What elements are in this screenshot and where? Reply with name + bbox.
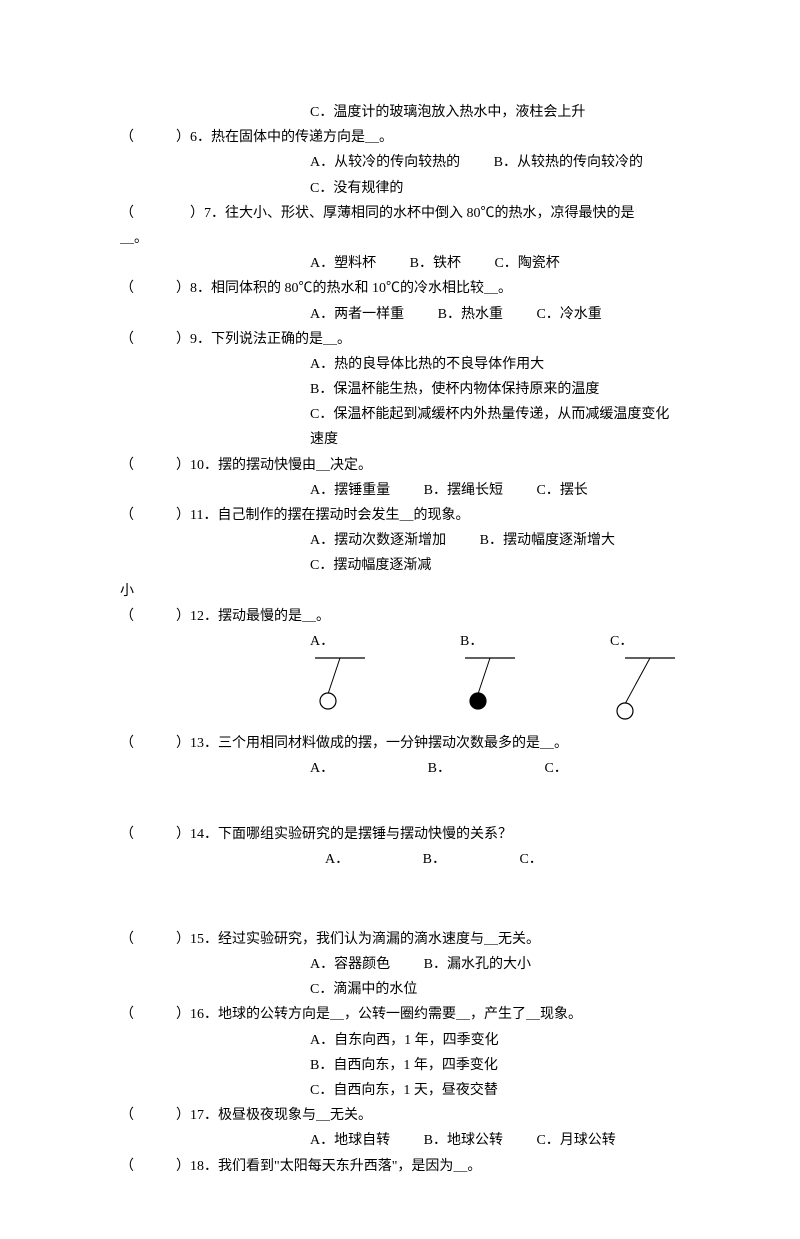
option-c[interactable]: C．摆长: [536, 478, 587, 503]
q9-option-c[interactable]: C．保温杯能起到减缓杯内外热量传递，从而减缓温度变化速度: [120, 402, 680, 452]
option-a[interactable]: A．摆锤重量: [310, 478, 390, 503]
option-a[interactable]: A．塑料杯: [310, 251, 376, 276]
answer-blank[interactable]: （ ）14．: [120, 822, 218, 847]
option-a[interactable]: A．自东向西，1 年，四季变化: [310, 1028, 499, 1053]
option-a[interactable]: A．两者一样重: [310, 302, 404, 327]
option-a[interactable]: A．地球自转: [310, 1128, 390, 1153]
spacer: [120, 782, 680, 822]
stem-text: 自己制作的摆在摆动时会发生＿的现象。: [217, 508, 469, 523]
pendulum-icon: [460, 656, 520, 711]
option-c[interactable]: C．滴漏中的水位: [310, 977, 417, 1002]
q12-options: A． B． C．: [120, 629, 680, 721]
answer-blank[interactable]: （ ）7．: [120, 201, 225, 226]
option-a[interactable]: A．: [310, 756, 334, 781]
option-b[interactable]: B．从较热的传向较冷的: [494, 150, 643, 175]
q9-option-b[interactable]: B．保温杯能生热，使杯内物体保持原来的温度: [120, 377, 680, 402]
option-text: 温度计的玻璃泡放入热水中，液柱会上升: [333, 105, 585, 120]
q10-options: A．摆锤重量 B．摆绳长短 C．摆长: [120, 478, 680, 503]
q13-options: A． B． C．: [120, 756, 680, 781]
answer-blank[interactable]: （ ）11．: [120, 503, 217, 528]
option-a[interactable]: A．摆动次数逐渐增加: [310, 528, 446, 553]
q15-options: A．容器颜色 B．漏水孔的大小 C．滴漏中的水位: [120, 952, 680, 1002]
answer-blank[interactable]: （ ）6．: [120, 125, 211, 150]
stem-text: 地球的公转方向是＿，公转一圈约需要＿，产生了＿现象。: [218, 1007, 582, 1022]
question-7: （ ）7．往大小、形状、厚薄相同的水杯中倒入 80℃的热水，凉得最快的是: [120, 201, 680, 226]
answer-blank[interactable]: （ ）18．: [120, 1154, 218, 1179]
question-14: （ ）14．下面哪组实验研究的是摆锤与摆动快慢的关系？: [120, 822, 680, 847]
answer-blank[interactable]: （ ）13．: [120, 731, 218, 756]
stem-text: 摆动最慢的是＿。: [218, 609, 330, 624]
question-8: （ ）8．相同体积的 80℃的热水和 10℃的冷水相比较＿。: [120, 276, 680, 301]
stem-text: 往大小、形状、厚薄相同的水杯中倒入 80℃的热水，凉得最快的是: [225, 206, 635, 221]
answer-blank[interactable]: （ ）16．: [120, 1002, 218, 1027]
stem-text: 相同体积的 80℃的热水和 10℃的冷水相比较＿。: [211, 281, 512, 296]
option-b[interactable]: B．摆动幅度逐渐增大: [480, 528, 615, 553]
answer-blank[interactable]: （ ）12．: [120, 604, 218, 629]
stem-text: 经过实验研究，我们认为滴漏的滴水速度与＿无关。: [218, 932, 540, 947]
q-prev-option-c: C．温度计的玻璃泡放入热水中，液柱会上升: [120, 100, 680, 125]
q9-option-a[interactable]: A．热的良导体比热的不良导体作用大: [120, 352, 680, 377]
option-c[interactable]: C．没有规律的: [310, 176, 403, 201]
option-c[interactable]: C．月球公转: [536, 1128, 615, 1153]
q14-options: A． B． C．: [120, 847, 680, 872]
q6-options: A．从较冷的传向较热的 B．从较热的传向较冷的 C．没有规律的: [120, 150, 680, 200]
option-c[interactable]: C．: [519, 847, 542, 872]
answer-blank[interactable]: （ ）10．: [120, 453, 218, 478]
question-17: （ ）17．极昼极夜现象与＿无关。: [120, 1103, 680, 1128]
stem-text: 极昼极夜现象与＿无关。: [218, 1108, 372, 1123]
stem-text: 三个用相同材料做成的摆，一分钟摆动次数最多的是＿。: [218, 736, 568, 751]
question-16: （ ）16．地球的公转方向是＿，公转一圈约需要＿，产生了＿现象。: [120, 1002, 680, 1027]
q11-c-tail: 小: [120, 579, 680, 604]
option-b[interactable]: B．: [460, 629, 520, 711]
question-6: （ ）6．热在固体中的传递方向是＿。: [120, 125, 680, 150]
q7-tail: ＿。: [120, 226, 680, 251]
stem-text: 我们看到"太阳每天东升西落"，是因为＿。: [218, 1159, 481, 1174]
stem-text: 热在固体中的传递方向是＿。: [211, 130, 393, 145]
answer-blank[interactable]: （ ）17．: [120, 1103, 218, 1128]
answer-blank[interactable]: （ ）9．: [120, 327, 211, 352]
option-c[interactable]: C．: [610, 629, 680, 721]
q17-options: A．地球自转 B．地球公转 C．月球公转: [120, 1128, 680, 1153]
stem-text: 下面哪组实验研究的是摆锤与摆动快慢的关系？: [218, 827, 512, 842]
option-a[interactable]: A．: [325, 847, 349, 872]
stem-text: 摆的摆动快慢由＿决定。: [218, 458, 372, 473]
question-13: （ ）13．三个用相同材料做成的摆，一分钟摆动次数最多的是＿。: [120, 731, 680, 756]
pendulum-icon: [610, 656, 680, 721]
answer-blank[interactable]: （ ）8．: [120, 276, 211, 301]
option-c[interactable]: C．冷水重: [536, 302, 601, 327]
option-a[interactable]: A．从较冷的传向较热的: [310, 150, 460, 175]
option-b[interactable]: B．热水重: [438, 302, 503, 327]
question-12: （ ）12．摆动最慢的是＿。: [120, 604, 680, 629]
q16-option-c[interactable]: C．自西向东，1 天，昼夜交替: [120, 1078, 680, 1103]
question-11: （ ）11．自己制作的摆在摆动时会发生＿的现象。: [120, 503, 680, 528]
stem-text: 下列说法正确的是＿。: [211, 332, 351, 347]
option-b[interactable]: B．摆绳长短: [424, 478, 503, 503]
option-b[interactable]: B．: [423, 847, 446, 872]
question-10: （ ）10．摆的摆动快慢由＿决定。: [120, 453, 680, 478]
q11-options: A．摆动次数逐渐增加 B．摆动幅度逐渐增大 C．摆动幅度逐渐减: [120, 528, 680, 578]
option-b[interactable]: B．漏水孔的大小: [424, 952, 531, 977]
option-c[interactable]: C．陶瓷杯: [494, 251, 559, 276]
answer-blank[interactable]: （ ）15．: [120, 927, 218, 952]
question-9: （ ）9．下列说法正确的是＿。: [120, 327, 680, 352]
option-label: C．: [310, 105, 333, 120]
spacer: [120, 872, 680, 927]
q16-options-row1: A．自东向西，1 年，四季变化 B．自西向东，1 年，四季变化: [120, 1028, 680, 1078]
option-a[interactable]: A．容器颜色: [310, 952, 390, 977]
question-15: （ ）15．经过实验研究，我们认为滴漏的滴水速度与＿无关。: [120, 927, 680, 952]
option-b[interactable]: B．: [428, 756, 451, 781]
option-a[interactable]: A．: [310, 629, 370, 711]
option-c[interactable]: C．摆动幅度逐渐减: [310, 553, 431, 578]
option-c[interactable]: C．: [544, 756, 567, 781]
option-b[interactable]: B．自西向东，1 年，四季变化: [310, 1053, 498, 1078]
q8-options: A．两者一样重 B．热水重 C．冷水重: [120, 302, 680, 327]
question-18: （ ）18．我们看到"太阳每天东升西落"，是因为＿。: [120, 1154, 680, 1179]
option-b[interactable]: B．铁杯: [410, 251, 461, 276]
option-b[interactable]: B．地球公转: [424, 1128, 503, 1153]
q7-options: A．塑料杯 B．铁杯 C．陶瓷杯: [120, 251, 680, 276]
pendulum-icon: [310, 656, 370, 711]
